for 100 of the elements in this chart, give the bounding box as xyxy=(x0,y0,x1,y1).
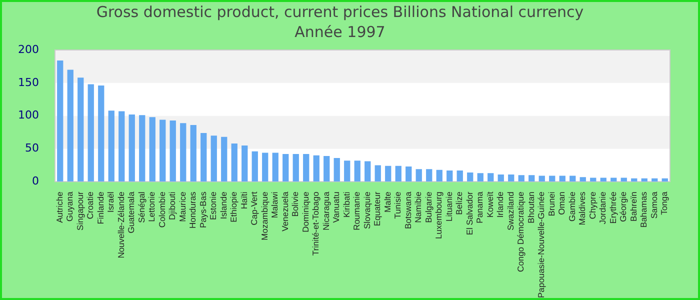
bar xyxy=(528,175,535,182)
x-tick-label: Islande xyxy=(218,191,228,220)
bar xyxy=(467,172,474,182)
x-tick-label: Equateur xyxy=(372,192,382,226)
bar xyxy=(149,117,156,182)
x-tick-label: Singapour xyxy=(74,192,85,230)
bar xyxy=(559,176,566,182)
bar xyxy=(170,120,176,182)
bar xyxy=(231,143,238,182)
x-tick-label: Belize xyxy=(454,191,464,215)
x-tick-label: Géorgie xyxy=(618,191,628,222)
x-tick-label: Roumanie xyxy=(352,191,362,230)
x-tick-label: Maldives xyxy=(577,192,588,226)
x-tick-label: Swaziland xyxy=(505,191,516,230)
bar xyxy=(549,176,556,182)
bar xyxy=(385,166,392,182)
x-tick-label: Irlande xyxy=(495,191,506,218)
x-tick-label: Vanuatu xyxy=(331,191,342,223)
bar xyxy=(282,154,289,182)
bar xyxy=(78,78,84,182)
bar xyxy=(221,136,228,182)
x-tick-label: Honduras xyxy=(188,192,198,229)
x-tick-label: Gambie xyxy=(566,191,577,222)
x-tick-label: Malawi xyxy=(270,192,280,218)
x-tick-label: Tunisie xyxy=(392,191,403,219)
x-tick-label: Erythrée xyxy=(608,191,618,224)
bar xyxy=(252,151,258,182)
bar xyxy=(518,175,524,182)
x-tick-label: Papouasie-Nouvelle-Guinée xyxy=(536,191,546,298)
y-tick-label: 0 xyxy=(32,174,39,188)
bar xyxy=(446,170,453,182)
x-tick-label: Venezuela xyxy=(280,191,290,232)
x-tick-label: Mozambique xyxy=(259,191,270,240)
x-tick-label: Israël xyxy=(106,192,116,212)
x-tick-label: Bhoutan xyxy=(526,191,536,224)
bar xyxy=(160,120,166,182)
bar xyxy=(600,178,606,182)
x-tick-label: Cap-Vert xyxy=(249,191,260,226)
bar xyxy=(364,161,371,182)
bar xyxy=(139,115,146,182)
x-tick-label: Estonie xyxy=(208,191,218,220)
bar xyxy=(354,160,360,182)
x-tick-label: Bahreïn xyxy=(628,191,638,222)
bar xyxy=(456,170,463,182)
bar xyxy=(590,178,596,182)
y-tick-label: 50 xyxy=(24,142,39,155)
bar xyxy=(67,70,74,182)
x-tick-label: Malte xyxy=(382,191,392,212)
x-tick-label: Koweït xyxy=(484,191,495,218)
x-tick-label: Nicaragua xyxy=(320,191,331,230)
x-tick-label: Croatie xyxy=(85,191,96,220)
x-tick-label: Ethiopie xyxy=(228,191,239,222)
y-tick-label: 200 xyxy=(18,42,39,56)
x-tick-label: Trinité-et-Tobago xyxy=(310,191,321,256)
y-tick-label: 150 xyxy=(18,76,39,89)
x-tick-label: Pays-Bas xyxy=(198,192,208,228)
y-tick-label: 100 xyxy=(18,108,39,122)
x-tick-label: Guatemala xyxy=(126,191,136,234)
bar xyxy=(334,158,340,182)
x-tick-label: Lituanie xyxy=(444,191,454,222)
x-tick-label: Tonga xyxy=(659,191,670,215)
bar xyxy=(262,152,268,182)
x-tick-label: Nouvelle-Zélande xyxy=(116,191,126,258)
bar xyxy=(272,152,278,182)
chart-subtitle: Année 1997 xyxy=(294,22,386,41)
x-tick-label: Autriche xyxy=(54,191,64,223)
bar xyxy=(570,176,576,182)
x-tick-label: Jordanie xyxy=(598,191,608,224)
bar xyxy=(242,145,248,182)
bar xyxy=(508,174,514,182)
bar xyxy=(374,165,381,182)
bar xyxy=(538,176,545,182)
bar xyxy=(580,177,586,182)
bar xyxy=(190,125,196,182)
bar xyxy=(344,160,350,182)
bar xyxy=(395,166,402,182)
bar xyxy=(406,166,412,182)
bar xyxy=(303,154,310,182)
x-tick-label: Bahamas xyxy=(638,192,649,228)
bar xyxy=(292,154,299,182)
x-tick-label: Djibouti xyxy=(167,192,178,220)
x-tick-label: Kiribati xyxy=(341,192,352,218)
bar xyxy=(98,86,104,182)
x-tick-label: Lettonie xyxy=(146,191,157,222)
chart-title: Gross domestic product, current prices Billions National currency xyxy=(96,2,584,21)
x-tick-label: Bulgarie xyxy=(423,191,434,223)
x-tick-label: Colombie xyxy=(156,191,167,228)
bar xyxy=(118,111,125,182)
x-tick-label: Botswana xyxy=(402,191,413,230)
x-tick-label: El Salvador xyxy=(464,192,474,236)
x-tick-label: Maurice xyxy=(177,191,188,222)
x-tick-label: Dominique xyxy=(300,191,310,232)
x-tick-label: Finlande xyxy=(95,191,106,224)
x-tick-label: Namibie xyxy=(413,191,424,223)
bar xyxy=(128,114,135,182)
x-tick-label: Samoa xyxy=(648,191,659,219)
bar xyxy=(88,84,94,182)
x-tick-label: Luxembourg xyxy=(434,191,444,239)
bar xyxy=(426,169,432,182)
bar xyxy=(180,123,186,182)
